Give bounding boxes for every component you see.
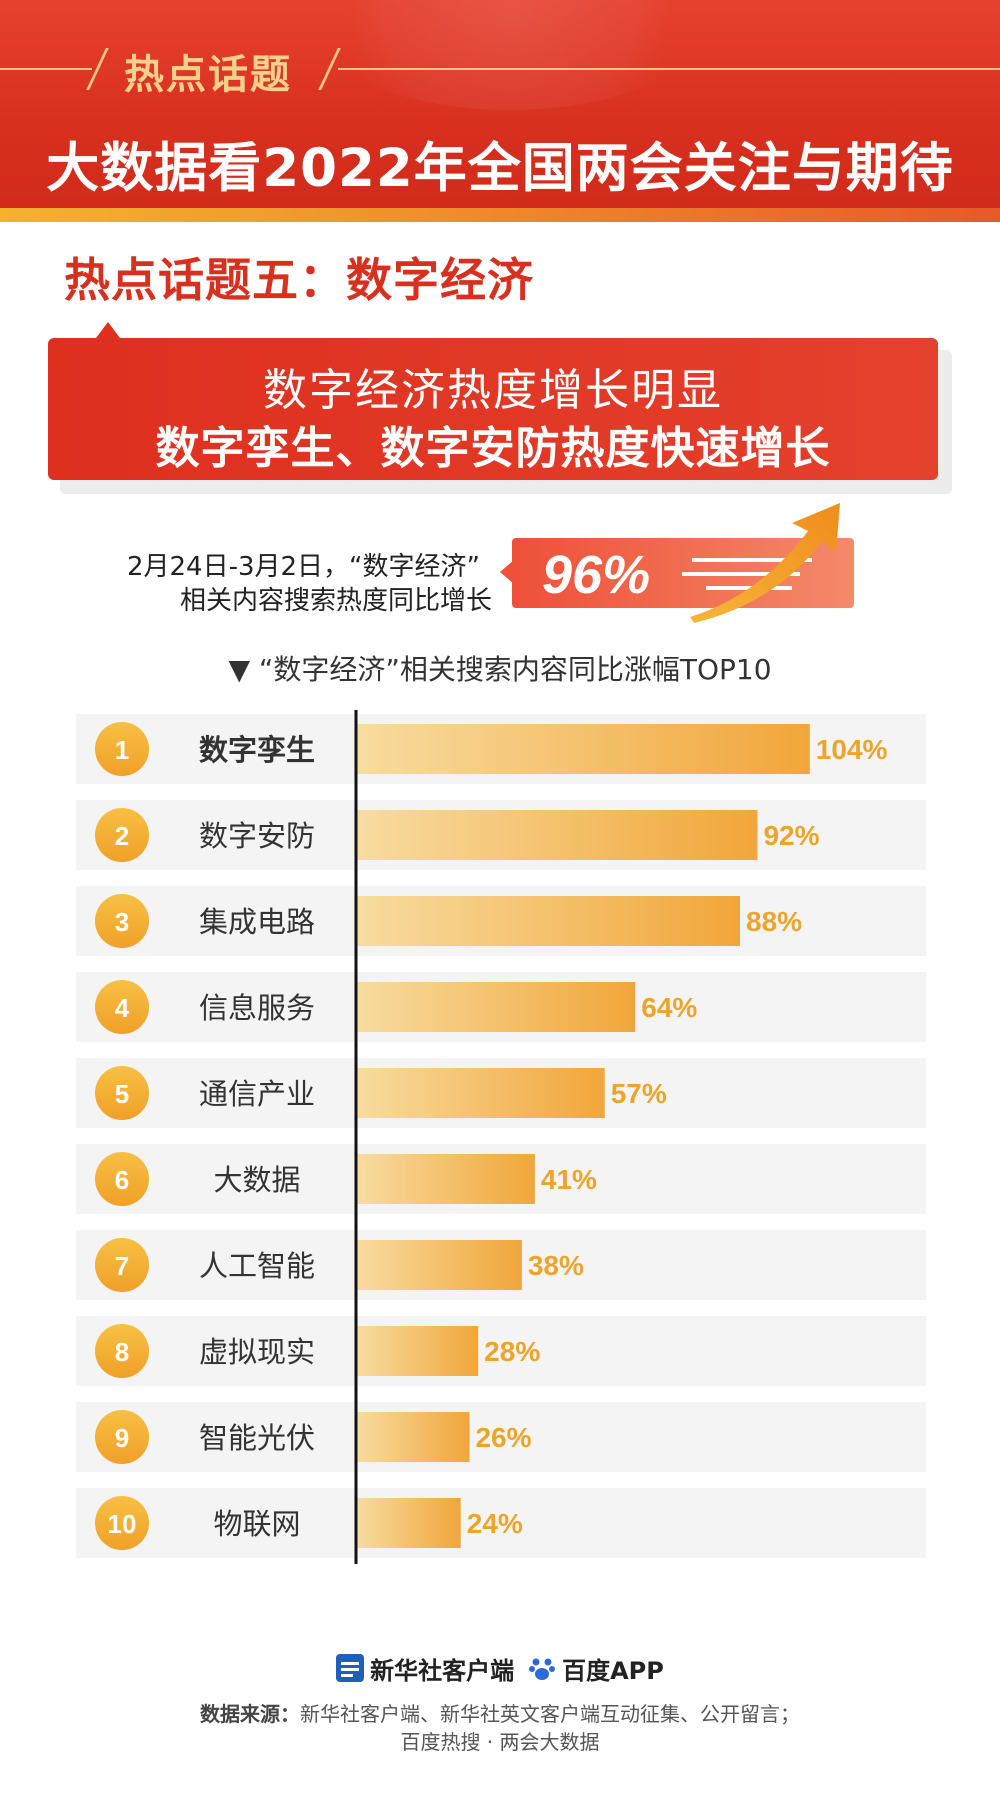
topic-title: 热点话题五：数字经济 — [64, 253, 534, 307]
xinhua-logo-text: 新华社客户端 — [370, 1656, 515, 1685]
category-label: 智能光伏 — [199, 1421, 315, 1455]
category-label: 大数据 — [213, 1163, 300, 1197]
rank-badge — [95, 1152, 149, 1206]
rank-badge — [95, 1324, 149, 1378]
category-label: 数字安防 — [199, 819, 315, 853]
footer-logos: 新华社客户端 百度APP — [0, 1650, 1000, 1686]
baidu-logo-text: 百度APP — [562, 1656, 664, 1685]
stat-pointer — [500, 560, 514, 584]
rank-badge — [95, 894, 149, 948]
bar — [356, 1154, 535, 1204]
data-source-line-1: 数据来源：新华社客户端、新华社英文客户端互动征集、公开留言； — [0, 1698, 1000, 1727]
category-label: 数字孪生 — [199, 733, 315, 767]
bar — [356, 1412, 470, 1462]
banner-line-1: 数字经济热度增长明显 — [263, 365, 723, 416]
rank-number: 10 — [108, 1509, 137, 1539]
data-source-text-1: 新华社客户端、新华社英文客户端互动征集、公开留言； — [300, 1702, 800, 1726]
banner-pointer — [96, 322, 120, 338]
value-label: 28% — [484, 1336, 540, 1367]
value-label: 104% — [816, 734, 888, 765]
rank-badge — [95, 1066, 149, 1120]
bar — [356, 1498, 461, 1548]
bar — [356, 1240, 522, 1290]
value-label: 38% — [528, 1250, 584, 1281]
top10-bar-chart: 1 数字孪生 104% 2 数字安防 92% 3 集成电路 88% 4 信息服务 64% 5 通信产业 57… — [76, 710, 926, 1564]
header-decoration — [300, 0, 720, 110]
value-label: 64% — [641, 992, 697, 1023]
chart-row-bg — [76, 1316, 926, 1386]
bar — [356, 982, 636, 1032]
stat-description-1: 2月24日-3月2日，“数字经济” — [126, 552, 480, 582]
bar — [356, 724, 810, 774]
chart-row-bg — [76, 1402, 926, 1472]
category-label: 物联网 — [213, 1507, 300, 1541]
bar — [356, 810, 758, 860]
header-tag: 热点话题 — [124, 52, 292, 98]
xinhua-logo: 新华社客户端 — [336, 1651, 514, 1686]
rank-number: 9 — [115, 1423, 129, 1453]
category-label: 人工智能 — [199, 1249, 315, 1283]
rank-number: 1 — [115, 735, 129, 765]
summary-banner: 数字经济热度增长明显 数字孪生、数字安防热度快速增长 — [48, 338, 938, 480]
growth-arrow-icon — [690, 503, 840, 623]
rank-number: 4 — [115, 993, 130, 1023]
value-label: 24% — [467, 1508, 523, 1539]
category-label: 通信产业 — [199, 1077, 315, 1111]
baidu-logo: 百度APP — [528, 1651, 664, 1686]
chart-row-bg — [76, 1488, 926, 1558]
value-label: 88% — [746, 906, 802, 937]
tag-left-line — [0, 68, 92, 70]
header-banner: 热点话题 大数据看2022年全国两会关注与期待 — [0, 0, 1000, 222]
banner-line-2: 数字孪生、数字安防热度快速增长 — [155, 423, 831, 474]
rank-number: 3 — [115, 907, 129, 937]
value-label: 92% — [763, 820, 819, 851]
rank-number: 2 — [115, 821, 129, 851]
value-label: 41% — [541, 1164, 597, 1195]
value-label: 26% — [475, 1422, 531, 1453]
rank-number: 8 — [115, 1337, 129, 1367]
category-label: 虚拟现实 — [199, 1335, 315, 1369]
rank-number: 7 — [115, 1251, 129, 1281]
header-stripe — [0, 208, 1000, 222]
rank-badge — [95, 1496, 149, 1550]
rank-badge — [95, 808, 149, 862]
data-source-line-2: 百度热搜 · 两会大数据 — [400, 1730, 600, 1754]
rank-number: 5 — [115, 1079, 129, 1109]
tag-right-line — [338, 68, 1000, 70]
bar — [356, 1068, 605, 1118]
xinhua-logo-icon — [336, 1654, 365, 1682]
rank-badge — [95, 1410, 149, 1464]
chart-heading: ▼ “数字经济”相关搜索内容同比涨幅TOP10 — [228, 653, 772, 686]
page-title: 大数据看2022年全国两会关注与期待 — [46, 138, 954, 199]
bar — [356, 896, 740, 946]
baidu-paw-icon — [529, 1658, 556, 1680]
value-label: 57% — [611, 1078, 667, 1109]
rank-badge — [95, 1238, 149, 1292]
stat-value: 96% — [542, 545, 651, 605]
category-label: 集成电路 — [199, 905, 315, 939]
category-label: 信息服务 — [199, 991, 315, 1025]
rank-badge — [95, 980, 149, 1034]
rank-badge — [95, 722, 149, 776]
data-source-label: 数据来源： — [200, 1702, 300, 1726]
rank-number: 6 — [115, 1165, 129, 1195]
bar — [356, 1326, 479, 1376]
stat-description-2: 相关内容搜索热度同比增长 — [179, 586, 492, 616]
